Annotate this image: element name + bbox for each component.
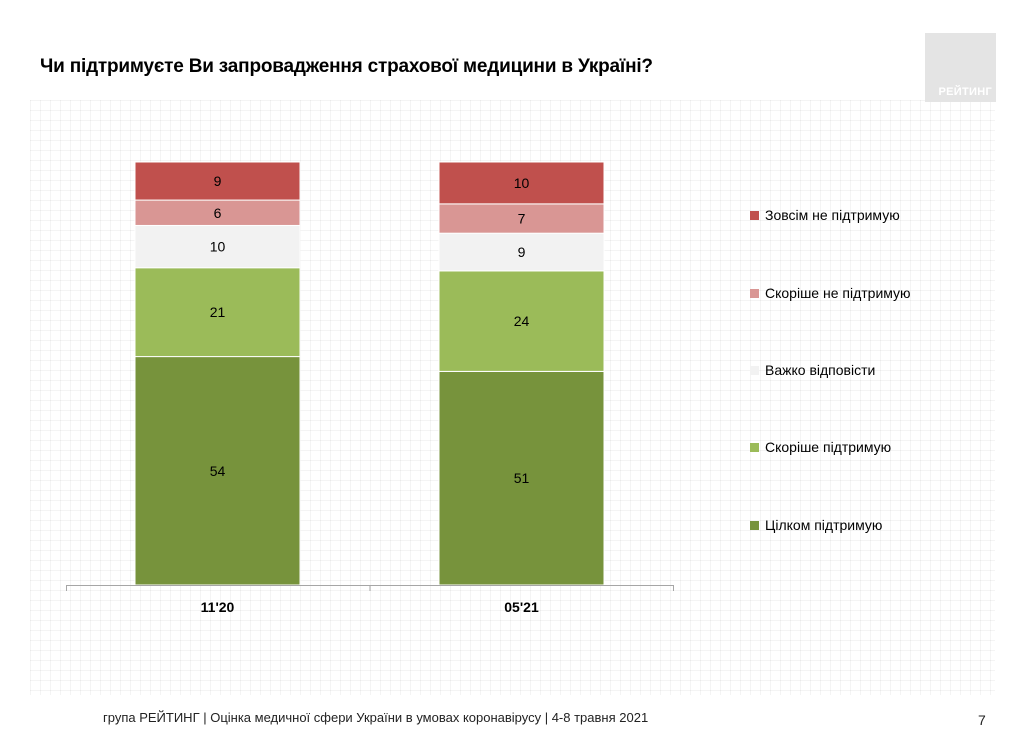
legend-swatch [750,210,759,220]
data-label: 6 [214,205,222,221]
bar-segment [134,161,301,201]
legend-swatch [750,442,759,452]
chart-legend: Зовсім не підтримую Скоріше не підтримую В… [750,0,1010,732]
bar-segment [134,224,301,269]
bar-segment [438,161,605,205]
x-tick-label: 11'20 [201,599,235,615]
legend-item: Скоріше підтримую [750,439,891,455]
x-tick-label: 05'21 [504,599,539,615]
legend-item: Цілком підтримую [750,517,882,533]
page-number: 7 [978,712,986,728]
bar-segment [438,270,605,372]
legend-label: Зовсім не підтримую [765,207,900,223]
footer-text: група РЕЙТИНГ | Оцінка медичної сфери Ук… [103,710,649,725]
data-label: 21 [210,304,226,320]
bar-segment [134,199,301,226]
legend-item: Важко відповісти [750,362,875,378]
legend-label: Скоріше не підтримую [765,285,911,301]
legend-label: Цілком підтримую [765,517,883,533]
bar-segment [134,356,301,586]
data-label: 9 [518,244,526,260]
legend-swatch [750,288,759,298]
page-title: Чи підтримуєте Ви запровадження страхово… [40,56,653,77]
data-label: 9 [214,173,222,189]
bar-segment [134,267,301,358]
data-label: 24 [514,313,530,329]
data-label: 10 [514,175,530,191]
bar-segment [438,203,605,234]
legend-swatch [750,365,759,375]
legend-label: Скоріше підтримую [765,439,892,455]
legend-label: Важко відповісти [765,362,876,378]
bar-segment [438,232,605,272]
legend-item: Скоріше не підтримую [750,285,911,301]
legend-item: Зовсім не підтримую [750,207,900,223]
logo-text: РЕЙТИНГ [938,86,992,98]
rating-logo: РЕЙТИНГ [925,33,996,102]
data-label: 54 [210,463,226,479]
legend-swatch [750,520,759,530]
bar-segment [438,370,605,586]
data-label: 10 [210,239,226,255]
data-label: 51 [514,470,530,486]
data-label: 7 [518,211,526,227]
